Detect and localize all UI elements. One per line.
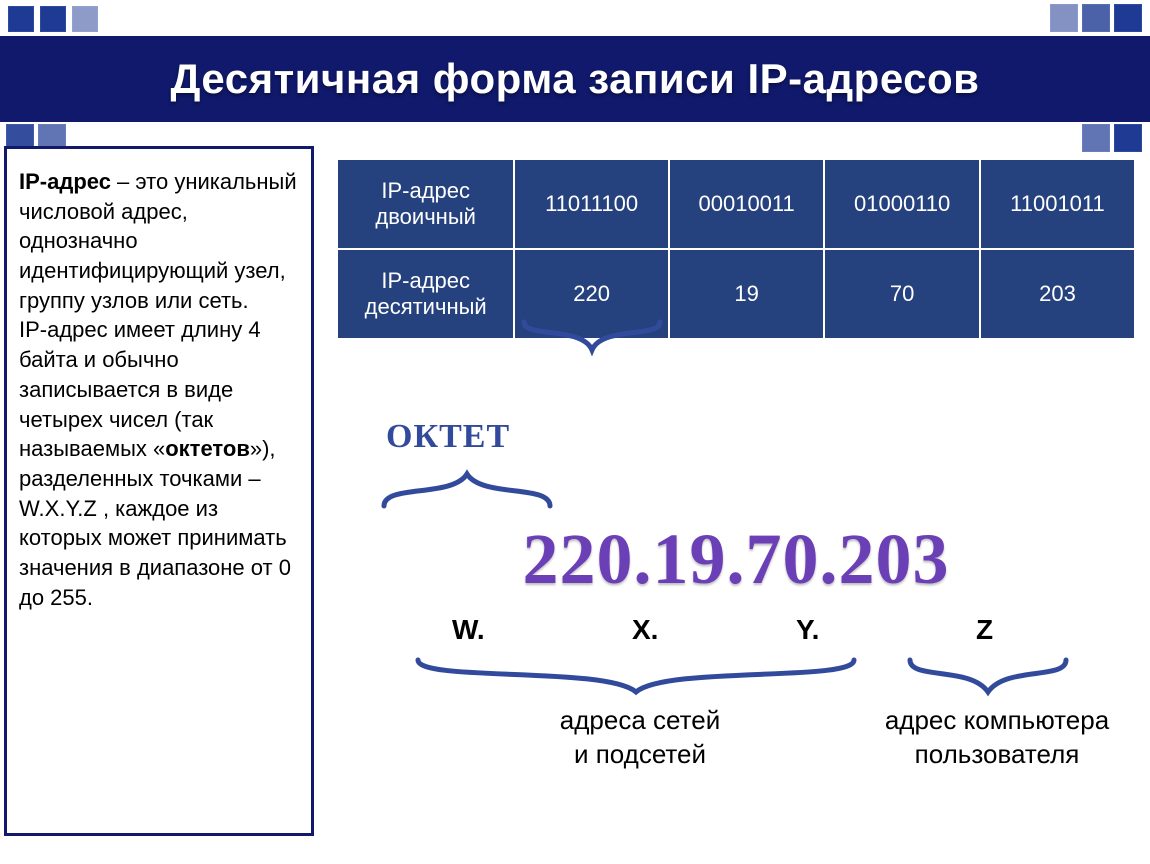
part-x: X.	[632, 614, 658, 646]
part-y: Y.	[796, 614, 819, 646]
definition-text: IP-адрес – это уникальный числовой адрес…	[19, 167, 299, 612]
caption-host: адрес компьютерапользователя	[862, 704, 1132, 772]
ip-address-display: 220.19.70.203	[364, 518, 1108, 601]
brace-table-octet	[514, 316, 670, 360]
definition-box: IP-адрес – это уникальный числовой адрес…	[4, 146, 314, 836]
ip-table: IP-адрес двоичный 11011100 00010011 0100…	[336, 158, 1136, 340]
decimal-cell: 19	[669, 249, 825, 339]
binary-cell: 11001011	[980, 159, 1135, 249]
binary-cell: 00010011	[669, 159, 825, 249]
table-row: IP-адрес десятичный 220 19 70 203	[337, 249, 1135, 339]
table-row: IP-адрес двоичный 11011100 00010011 0100…	[337, 159, 1135, 249]
main-area: IP-адрес двоичный 11011100 00010011 0100…	[336, 158, 1136, 838]
part-z: Z	[976, 614, 993, 646]
row1-label: IP-адрес двоичный	[337, 159, 514, 249]
binary-cell: 11011100	[514, 159, 669, 249]
brace-ip-octet-top	[372, 464, 562, 514]
slide-title: Десятичная форма записи IP-адресов	[171, 55, 980, 103]
decimal-cell: 203	[980, 249, 1135, 339]
brace-host	[898, 652, 1078, 702]
title-bar: Десятичная форма записи IP-адресов	[0, 36, 1150, 122]
caption-network: адреса сетейи подсетей	[490, 704, 790, 772]
decimal-cell: 70	[824, 249, 980, 339]
slide: Десятичная форма записи IP-адресов IP-ад…	[0, 0, 1150, 864]
definition-term: IP-адрес	[19, 169, 111, 194]
brace-network	[406, 652, 866, 702]
binary-cell: 01000110	[824, 159, 980, 249]
row2-label: IP-адрес десятичный	[337, 249, 514, 339]
part-w: W.	[452, 614, 485, 646]
oktet-label: ОКТЕТ	[386, 418, 510, 456]
